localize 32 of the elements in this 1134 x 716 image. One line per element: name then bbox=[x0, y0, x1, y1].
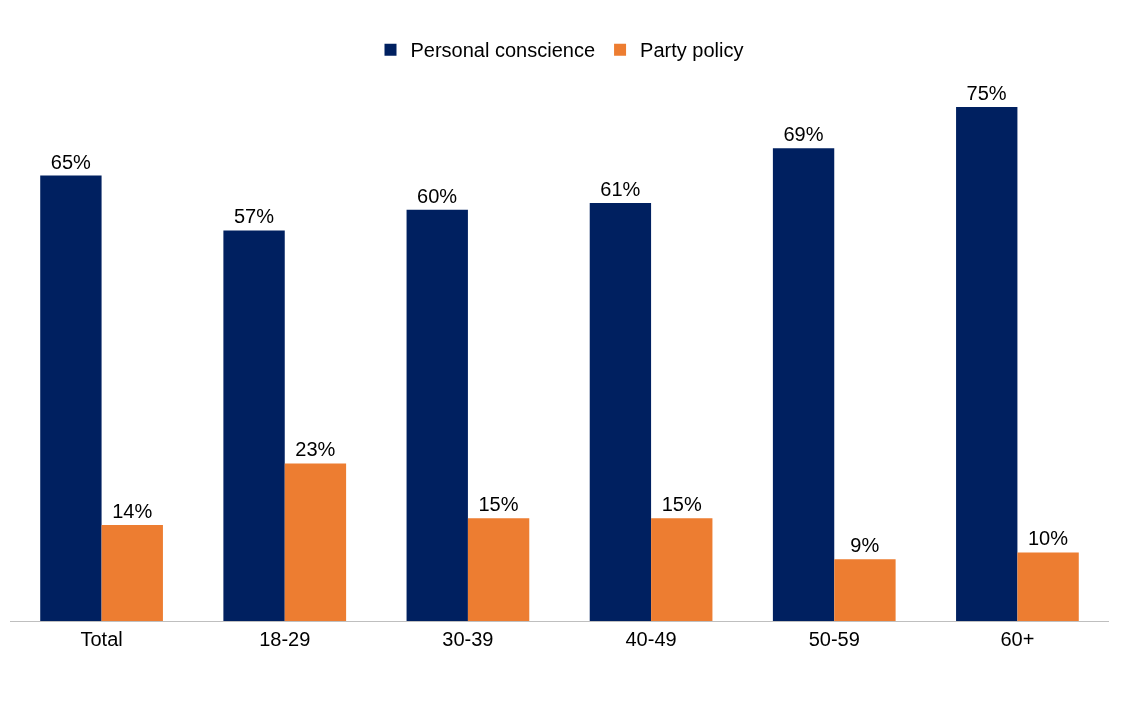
data-label: 14% bbox=[112, 500, 153, 523]
x-tick-label: 40-49 bbox=[625, 628, 677, 650]
data-label: 60% bbox=[417, 184, 458, 207]
bar bbox=[284, 463, 347, 621]
bar bbox=[772, 148, 835, 621]
bar bbox=[467, 518, 530, 621]
bar bbox=[1017, 552, 1079, 621]
bar bbox=[223, 230, 285, 621]
data-label: 10% bbox=[1027, 527, 1069, 550]
data-label: 61% bbox=[600, 177, 641, 200]
bar bbox=[834, 559, 896, 621]
bar bbox=[406, 209, 468, 621]
data-label: 9% bbox=[850, 534, 880, 557]
x-tick-label: 30-39 bbox=[442, 628, 494, 650]
x-tick-label: Total bbox=[80, 628, 123, 650]
bar bbox=[589, 202, 652, 621]
data-label: 65% bbox=[50, 150, 92, 173]
bar bbox=[651, 518, 713, 621]
data-label: 69% bbox=[783, 123, 824, 146]
bar bbox=[101, 525, 163, 621]
bar bbox=[40, 175, 102, 621]
data-label: 23% bbox=[295, 438, 336, 461]
x-tick-label: 60+ bbox=[1000, 628, 1035, 650]
data-label: 15% bbox=[478, 493, 519, 516]
x-tick-label: 18-29 bbox=[259, 628, 311, 650]
data-label: 75% bbox=[966, 82, 1007, 105]
legend-label: Personal conscience bbox=[410, 39, 596, 62]
bar bbox=[956, 107, 1018, 621]
data-label: 57% bbox=[233, 205, 275, 228]
legend-label: Party policy bbox=[640, 39, 744, 62]
data-label: 15% bbox=[661, 493, 702, 516]
x-tick-label: 50-59 bbox=[808, 628, 860, 650]
